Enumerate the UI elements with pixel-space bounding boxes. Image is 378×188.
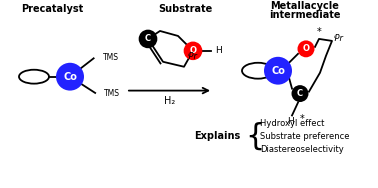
Text: O: O bbox=[189, 46, 197, 55]
Circle shape bbox=[184, 42, 201, 59]
Text: TMS: TMS bbox=[104, 89, 120, 99]
Text: Metallacycle: Metallacycle bbox=[271, 1, 339, 11]
Text: Diastereoselectivity: Diastereoselectivity bbox=[260, 145, 344, 154]
Text: {: { bbox=[245, 122, 264, 151]
Text: H₂: H₂ bbox=[164, 96, 175, 105]
Text: intermediate: intermediate bbox=[269, 10, 341, 20]
Text: H: H bbox=[215, 46, 222, 55]
Circle shape bbox=[56, 63, 84, 91]
Text: C: C bbox=[297, 89, 303, 98]
Text: Explains: Explains bbox=[194, 131, 240, 141]
Text: Substrate: Substrate bbox=[158, 4, 212, 14]
Text: TMS: TMS bbox=[103, 53, 119, 62]
Circle shape bbox=[139, 30, 156, 47]
Text: Co: Co bbox=[63, 72, 77, 82]
Text: *: * bbox=[300, 114, 304, 124]
Text: H: H bbox=[287, 117, 293, 126]
Circle shape bbox=[264, 57, 292, 85]
Circle shape bbox=[291, 85, 308, 102]
Text: Precatalyst: Precatalyst bbox=[21, 4, 83, 14]
Text: ⁱPr: ⁱPr bbox=[188, 52, 198, 61]
Text: ⁱPr: ⁱPr bbox=[334, 34, 344, 43]
Text: Substrate preference: Substrate preference bbox=[260, 132, 350, 141]
Text: *: * bbox=[317, 27, 321, 37]
Text: Co: Co bbox=[271, 66, 285, 76]
Text: C: C bbox=[145, 34, 151, 43]
Text: O: O bbox=[302, 44, 310, 53]
Circle shape bbox=[297, 40, 314, 57]
Text: Hydroxyl effect: Hydroxyl effect bbox=[260, 119, 324, 128]
